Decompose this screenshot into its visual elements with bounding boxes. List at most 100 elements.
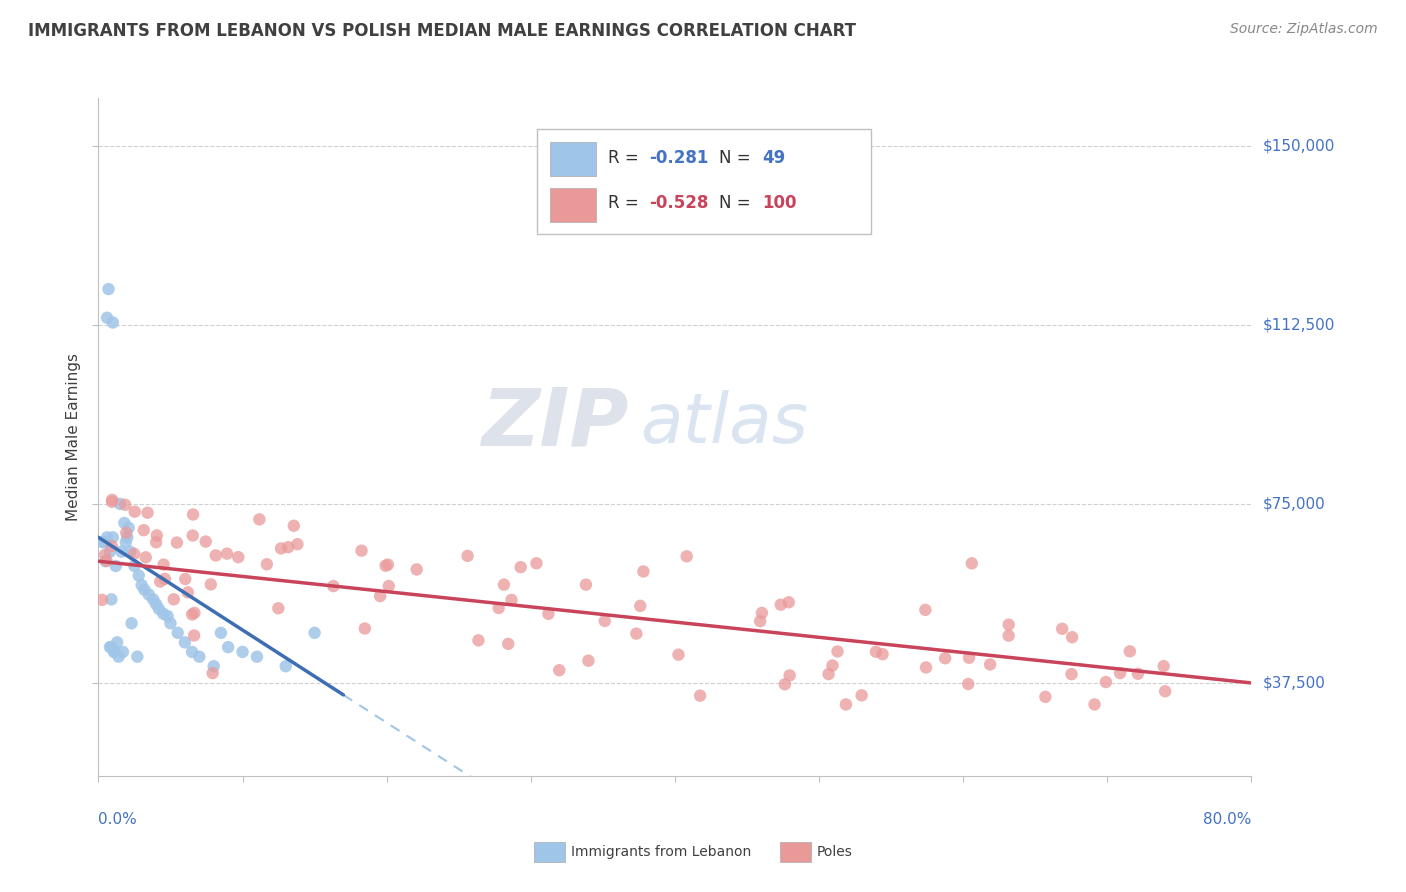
Point: [322, 579, 344, 593]
Point: [872, 647, 894, 661]
Point: [835, 698, 858, 712]
Point: [188, 649, 211, 664]
Point: [1033, 690, 1056, 704]
Point: [181, 528, 204, 542]
FancyBboxPatch shape: [537, 128, 870, 234]
Point: [114, 498, 136, 512]
Point: [131, 578, 153, 592]
Point: [101, 530, 124, 544]
Text: 80.0%: 80.0%: [1204, 812, 1251, 827]
Point: [142, 592, 165, 607]
Point: [749, 614, 772, 628]
Point: [778, 595, 800, 609]
Text: 100: 100: [762, 194, 797, 212]
Point: [145, 597, 167, 611]
Point: [827, 644, 849, 658]
Point: [127, 649, 149, 664]
Point: [353, 622, 375, 636]
Y-axis label: Median Male Earnings: Median Male Earnings: [66, 353, 82, 521]
Point: [103, 645, 125, 659]
Point: [548, 663, 571, 677]
Point: [114, 535, 136, 549]
Point: [101, 492, 124, 507]
Point: [104, 559, 127, 574]
Point: [934, 651, 956, 665]
Point: [100, 592, 122, 607]
Point: [159, 616, 181, 631]
Text: 49: 49: [762, 149, 786, 167]
Point: [377, 558, 399, 572]
Text: IMMIGRANTS FROM LEBANON VS POLISH MEDIAN MALE EARNINGS CORRELATION CHART: IMMIGRANTS FROM LEBANON VS POLISH MEDIAN…: [28, 22, 856, 40]
Text: Source: ZipAtlas.com: Source: ZipAtlas.com: [1230, 22, 1378, 37]
Point: [217, 640, 239, 654]
Point: [91, 535, 114, 549]
Point: [98, 544, 121, 558]
Point: [492, 577, 515, 591]
Point: [488, 601, 510, 615]
FancyBboxPatch shape: [550, 142, 596, 176]
Point: [134, 582, 156, 597]
Point: [98, 640, 121, 654]
Point: [128, 568, 150, 582]
Text: $150,000: $150,000: [1263, 138, 1334, 153]
Point: [121, 616, 143, 631]
Point: [181, 607, 204, 622]
Text: $75,000: $75,000: [1263, 497, 1326, 511]
Point: [118, 521, 141, 535]
Text: R =: R =: [607, 194, 644, 212]
Point: [117, 530, 138, 544]
Point: [149, 574, 172, 589]
Point: [124, 559, 146, 574]
Point: [1109, 666, 1132, 681]
Point: [100, 640, 122, 654]
Point: [135, 550, 157, 565]
Point: [368, 589, 391, 603]
Point: [166, 625, 188, 640]
Point: [578, 654, 600, 668]
Point: [152, 558, 174, 572]
Point: [751, 606, 773, 620]
Point: [108, 497, 131, 511]
Point: [110, 544, 132, 558]
Point: [287, 537, 309, 551]
Point: [146, 528, 169, 542]
Point: [201, 666, 224, 681]
Point: [247, 512, 270, 526]
Point: [997, 629, 1019, 643]
Point: [457, 549, 479, 563]
Point: [626, 626, 648, 640]
Point: [467, 633, 489, 648]
Point: [773, 677, 796, 691]
Point: [183, 628, 205, 642]
Point: [915, 660, 938, 674]
Point: [779, 668, 801, 682]
Text: N =: N =: [718, 194, 755, 212]
Point: [689, 689, 711, 703]
Point: [132, 523, 155, 537]
Point: [181, 645, 204, 659]
Point: [153, 572, 176, 586]
Point: [267, 601, 290, 615]
Point: [101, 539, 124, 553]
Point: [1083, 698, 1105, 712]
Text: -0.528: -0.528: [650, 194, 709, 212]
Point: [148, 602, 170, 616]
Point: [997, 617, 1019, 632]
Point: [283, 518, 305, 533]
Point: [350, 543, 373, 558]
Point: [526, 557, 548, 571]
Point: [136, 506, 159, 520]
Point: [138, 588, 160, 602]
Point: [122, 547, 145, 561]
Text: Poles: Poles: [817, 845, 853, 859]
Point: [960, 557, 983, 571]
Point: [1153, 659, 1175, 673]
Point: [200, 577, 222, 591]
Point: [1119, 644, 1142, 658]
Point: [1095, 675, 1118, 690]
Point: [537, 607, 560, 621]
Point: [304, 625, 326, 640]
Point: [105, 635, 128, 649]
Point: [124, 505, 146, 519]
Point: [177, 585, 200, 599]
